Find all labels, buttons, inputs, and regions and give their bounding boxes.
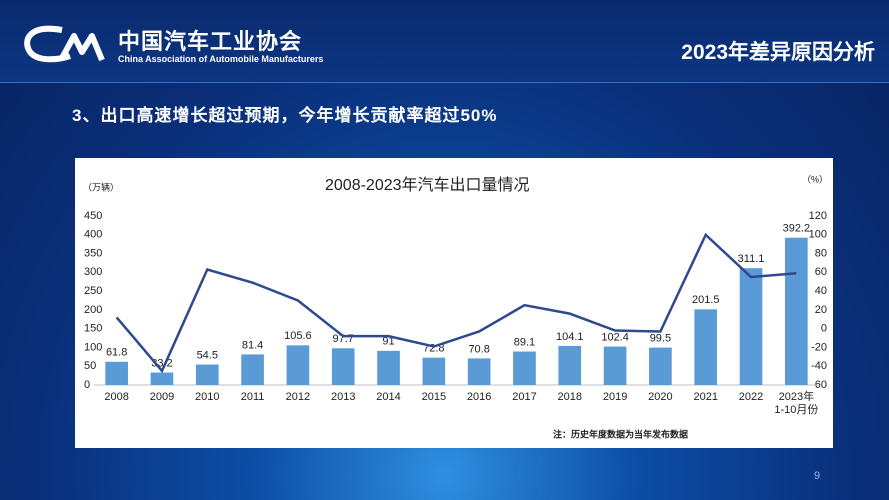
x-tick-label: 2009 <box>150 391 174 403</box>
x-tick-label: 2011 <box>241 391 265 403</box>
value-label: 81.4 <box>242 339 263 351</box>
y2-tick-label: 40 <box>815 285 827 297</box>
bar <box>195 364 219 385</box>
bar <box>377 350 400 385</box>
note: 注：历史年度数据为当年发布数据 <box>553 428 688 439</box>
value-label: 89.1 <box>514 336 535 348</box>
chart-box: 2008-2023年汽车出口量情况 （万辆） （%） 注：历史年度数据为当年发布… <box>75 158 833 448</box>
org-name-en: China Association of Automobile Manufact… <box>118 54 324 64</box>
x-tick-label: 2022 <box>739 391 763 403</box>
y-tick-label: 150 <box>84 323 102 335</box>
bar <box>150 372 174 385</box>
y2-tick-label: 120 <box>809 210 827 222</box>
y-tick-label: 400 <box>84 229 102 241</box>
chart-title: 2008-2023年汽车出口量情况 <box>325 176 530 194</box>
value-label: 70.8 <box>468 343 489 355</box>
y-tick-label: 50 <box>84 360 96 372</box>
value-label: 201.5 <box>692 294 720 306</box>
value-label: 99.5 <box>650 333 671 345</box>
y-axis-label: （万辆） <box>83 181 119 192</box>
chart: 2008-2023年汽车出口量情况 （万辆） （%） 注：历史年度数据为当年发布… <box>83 174 828 439</box>
x-tick-label: 2008 <box>104 391 128 403</box>
page-number: 9 <box>814 470 821 482</box>
y-tick-label: 350 <box>84 247 102 259</box>
y-tick-label: 450 <box>84 210 102 222</box>
value-label: 61.8 <box>106 347 127 359</box>
x-tick-label: 2010 <box>195 391 219 403</box>
bar <box>467 358 491 385</box>
y-tick-label: 100 <box>84 341 102 353</box>
y2-tick-label: -20 <box>811 341 827 353</box>
x-tick-label: 2020 <box>648 391 672 403</box>
y2-axis-label: （%） <box>802 174 828 184</box>
value-label: 105.6 <box>284 330 312 342</box>
value-label: 102.4 <box>601 331 629 343</box>
x-tick-label: 2021 <box>693 391 717 403</box>
y2-tick-label: 20 <box>815 304 827 316</box>
y-tick-label: 200 <box>84 304 102 316</box>
bar <box>558 345 582 385</box>
bar <box>603 346 627 385</box>
bar <box>785 237 808 385</box>
bar <box>105 361 128 385</box>
subtitle: 3、出口高速增长超过预期，今年增长贡献率超过50% <box>72 106 498 125</box>
logo-arc <box>24 25 71 63</box>
x-tick-label: 2019 <box>603 391 627 403</box>
value-label: 91 <box>382 336 394 348</box>
y2-tick-label: -60 <box>811 379 827 391</box>
value-label: 311.1 <box>738 253 765 265</box>
logo <box>24 25 105 63</box>
bar <box>286 345 310 385</box>
bar <box>694 309 718 385</box>
x-tick-label: 2017 <box>512 391 536 403</box>
line <box>115 232 797 374</box>
org-name: 中国汽车工业协会 <box>118 29 303 54</box>
value-label: 104.1 <box>556 331 584 343</box>
x-tick-label: 2015 <box>422 391 446 403</box>
x-tick-label: 2023年 1-10月份 <box>774 389 818 416</box>
bar <box>331 348 355 385</box>
bar <box>513 351 536 385</box>
y2-tick-label: 100 <box>809 229 827 241</box>
y-tick-label: 250 <box>84 285 102 297</box>
y2-tick-label: 0 <box>821 323 827 335</box>
header: 中国汽车工业协会 China Association of Automobile… <box>0 0 889 83</box>
logo-mark <box>59 33 105 62</box>
x-tick-label: 2018 <box>558 391 582 403</box>
y2-tick-label: 80 <box>815 247 827 259</box>
y-tick-label: 300 <box>84 266 102 278</box>
bar <box>739 268 763 385</box>
value-label: 392.2 <box>783 223 811 235</box>
x-tick-label: 2012 <box>286 391 310 403</box>
bar <box>649 347 672 385</box>
x-tick-label: 2014 <box>376 391 400 403</box>
slide-title: 2023年差异原因分析 <box>681 41 875 64</box>
y-tick-label: 0 <box>84 379 90 391</box>
value-label: 54.5 <box>197 349 218 361</box>
y2-tick-label: 60 <box>815 266 827 278</box>
y2-tick-label: -40 <box>811 360 827 372</box>
x-tick-label: 2013 <box>331 391 355 403</box>
bar <box>422 357 446 385</box>
bar <box>241 354 264 385</box>
x-tick-label: 2016 <box>467 391 491 403</box>
